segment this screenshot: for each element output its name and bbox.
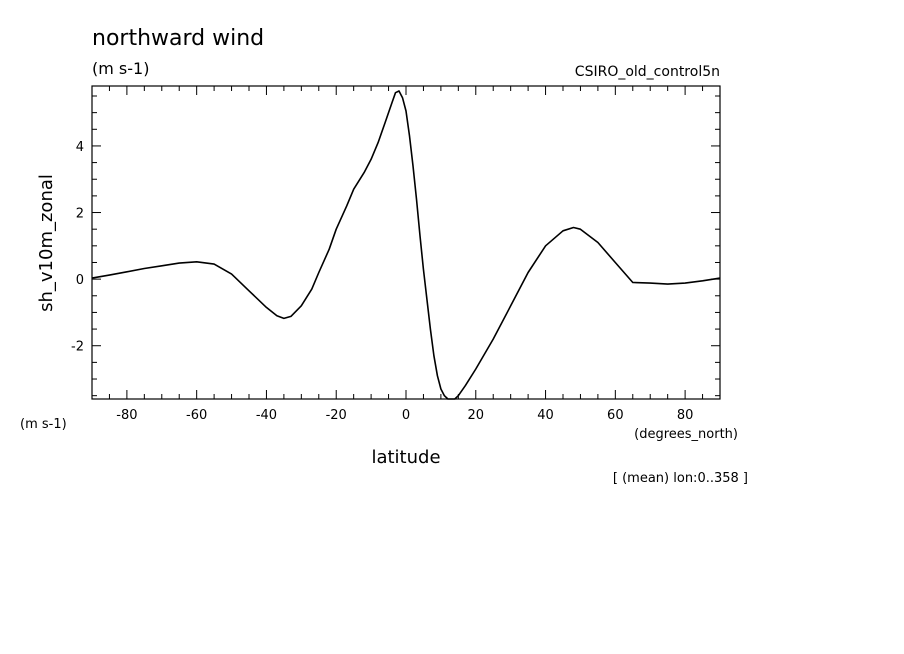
y-tick-label: 4 bbox=[76, 140, 84, 155]
chart-title: northward wind bbox=[92, 26, 264, 51]
x-tick-label: -60 bbox=[186, 408, 207, 423]
y-axis-ticks: -2 0 2 4 bbox=[71, 95, 720, 397]
y-axis-label: sh_v10m_zonal bbox=[36, 174, 57, 312]
y-axis-units: (m s-1) bbox=[20, 417, 67, 432]
series-line bbox=[91, 90, 721, 400]
chart-units: (m s-1) bbox=[92, 59, 149, 78]
x-axis-ticks: -80 -60 -40 -20 0 20 40 60 80 bbox=[91, 86, 721, 423]
x-tick-label: 20 bbox=[468, 408, 485, 423]
x-tick-label: 60 bbox=[607, 408, 624, 423]
dataset-label: CSIRO_old_control5n bbox=[575, 64, 720, 80]
x-tick-label: 40 bbox=[537, 408, 554, 423]
footnote: [ (mean) lon:0..358 ] bbox=[613, 471, 748, 486]
x-tick-label: 80 bbox=[677, 408, 694, 423]
y-tick-label: 2 bbox=[76, 207, 84, 222]
series-layer bbox=[91, 90, 721, 400]
x-tick-label: -40 bbox=[256, 408, 277, 423]
x-tick-label: -20 bbox=[326, 408, 347, 423]
y-tick-label: -2 bbox=[71, 340, 84, 355]
x-tick-label: -80 bbox=[116, 408, 137, 423]
x-tick-label: 0 bbox=[402, 408, 410, 423]
plot-frame bbox=[91, 85, 721, 400]
y-tick-label: 0 bbox=[76, 273, 84, 288]
x-axis-label: latitude bbox=[371, 447, 440, 468]
x-axis-units: (degrees_north) bbox=[634, 427, 738, 442]
